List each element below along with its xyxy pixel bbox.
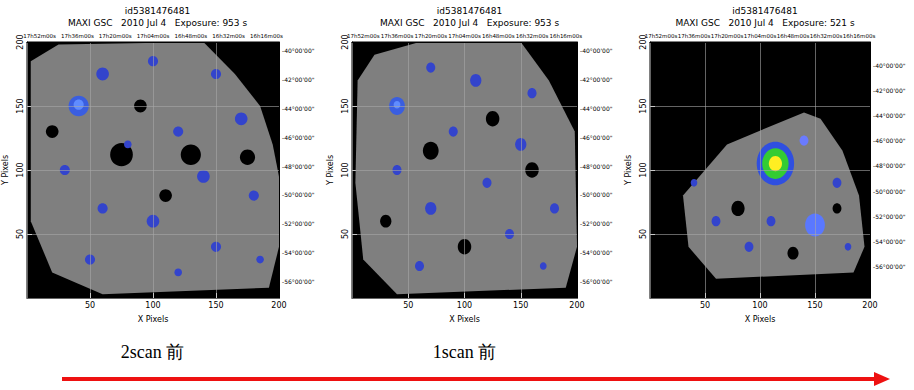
svg-text:50: 50 [85,301,95,310]
svg-text:MAXI GSC 2010 Jul 4 Exposu: MAXI GSC 2010 Jul 4 Exposure: 953 s [380,18,560,28]
svg-text:-42°00'00": -42°00'00" [873,87,906,94]
svg-text:100: 100 [457,301,472,310]
svg-text:100: 100 [639,162,648,177]
svg-text:17h20m00s: 17h20m00s [414,33,447,39]
svg-text:150: 150 [513,301,528,310]
svg-text:X Pixels: X Pixels [449,315,480,324]
svg-text:-56°00'00": -56°00'00" [282,278,315,285]
svg-text:200: 200 [15,34,25,50]
svg-text:-40°00'00": -40°00'00" [580,47,613,54]
svg-text:17h52m00s: 17h52m00s [347,33,380,39]
svg-text:16h48m00s: 16h48m00s [482,33,515,39]
svg-text:16h16m00s: 16h16m00s [549,33,582,39]
svg-text:16h32m00s: 16h32m00s [212,33,245,39]
svg-text:200: 200 [569,301,584,310]
svg-text:1scan 前: 1scan 前 [433,342,496,362]
svg-text:-42°00'00": -42°00'00" [580,76,613,83]
svg-text:50: 50 [16,229,25,239]
svg-text:100: 100 [752,301,767,310]
svg-text:-44°00'00": -44°00'00" [282,105,315,112]
svg-text:50: 50 [639,229,648,239]
svg-text:17h52m00s: 17h52m00s [645,33,678,39]
svg-text:17h52m00s: 17h52m00s [23,33,56,39]
svg-text:X Pixels: X Pixels [138,315,169,324]
svg-text:-56°00'00": -56°00'00" [873,263,906,270]
svg-text:-48°00'00": -48°00'00" [282,163,315,170]
svg-text:-46°00'00": -46°00'00" [580,134,613,141]
svg-text:150: 150 [639,98,648,113]
svg-text:-50°00'00": -50°00'00" [873,188,906,195]
svg-text:Y Pixels: Y Pixels [624,155,633,186]
svg-text:150: 150 [16,98,25,113]
svg-text:Y Pixels: Y Pixels [1,155,10,186]
svg-text:-42°00'00": -42°00'00" [282,76,315,83]
svg-text:-52°00'00": -52°00'00" [282,220,315,227]
svg-text:16h32m00s: 16h32m00s [516,33,549,39]
svg-text:-44°00'00": -44°00'00" [873,112,906,119]
svg-text:2scan 前: 2scan 前 [121,342,184,362]
svg-text:17h36m00s: 17h36m00s [61,33,94,39]
svg-text:50: 50 [341,229,350,239]
svg-text:16h48m00s: 16h48m00s [174,33,207,39]
svg-text:id5381476481: id5381476481 [732,6,797,16]
svg-text:X Pixels: X Pixels [745,315,776,324]
svg-text:150: 150 [807,301,822,310]
svg-text:-52°00'00": -52°00'00" [580,220,613,227]
svg-text:150: 150 [208,301,223,310]
svg-text:17h20m00s: 17h20m00s [711,33,744,39]
svg-text:MAXI GSC 2010 Jul 4 Exposu: MAXI GSC 2010 Jul 4 Exposure: 953 s [68,18,248,28]
svg-text:17h04m00s: 17h04m00s [744,33,777,39]
svg-text:50: 50 [403,301,413,310]
svg-text:150: 150 [341,98,350,113]
svg-text:-48°00'00": -48°00'00" [873,162,906,169]
svg-text:16h16m00s: 16h16m00s [843,33,876,39]
svg-text:16h32m00s: 16h32m00s [810,33,843,39]
svg-text:-50°00'00": -50°00'00" [580,191,613,198]
svg-text:100: 100 [16,162,25,177]
svg-text:id5381476481: id5381476481 [125,6,190,16]
svg-text:16h16m00s: 16h16m00s [250,33,283,39]
svg-text:MAXI GSC 2010 Jul 4 Exposu: MAXI GSC 2010 Jul 4 Exposure: 521 s [675,18,855,28]
svg-text:17h36m00s: 17h36m00s [678,33,711,39]
svg-text:-46°00'00": -46°00'00" [873,137,906,144]
svg-text:-40°00'00": -40°00'00" [282,47,315,54]
svg-text:-54°00'00": -54°00'00" [282,249,315,256]
svg-text:Y Pixels: Y Pixels [326,155,335,186]
svg-text:-54°00'00": -54°00'00" [580,249,613,256]
svg-text:-46°00'00": -46°00'00" [282,134,315,141]
svg-text:id5381476481: id5381476481 [437,6,502,16]
svg-text:-44°00'00": -44°00'00" [580,105,613,112]
svg-text:50: 50 [700,301,710,310]
svg-text:17h04m00s: 17h04m00s [448,33,481,39]
svg-text:100: 100 [341,162,350,177]
svg-text:-48°00'00": -48°00'00" [580,163,613,170]
svg-text:-50°00'00": -50°00'00" [282,191,315,198]
svg-text:100: 100 [145,301,160,310]
svg-text:-52°00'00": -52°00'00" [873,213,906,220]
svg-text:200: 200 [862,301,877,310]
svg-text:200: 200 [271,301,286,310]
svg-text:16h48m00s: 16h48m00s [777,33,810,39]
svg-text:-56°00'00": -56°00'00" [580,278,613,285]
svg-text:17h04m00s: 17h04m00s [137,33,170,39]
svg-text:-54°00'00": -54°00'00" [873,238,906,245]
svg-text:200: 200 [340,34,350,50]
svg-text:17h36m00s: 17h36m00s [381,33,414,39]
svg-text:17h20m00s: 17h20m00s [99,33,132,39]
svg-text:200: 200 [638,34,648,50]
svg-text:-40°00'00": -40°00'00" [873,62,906,69]
